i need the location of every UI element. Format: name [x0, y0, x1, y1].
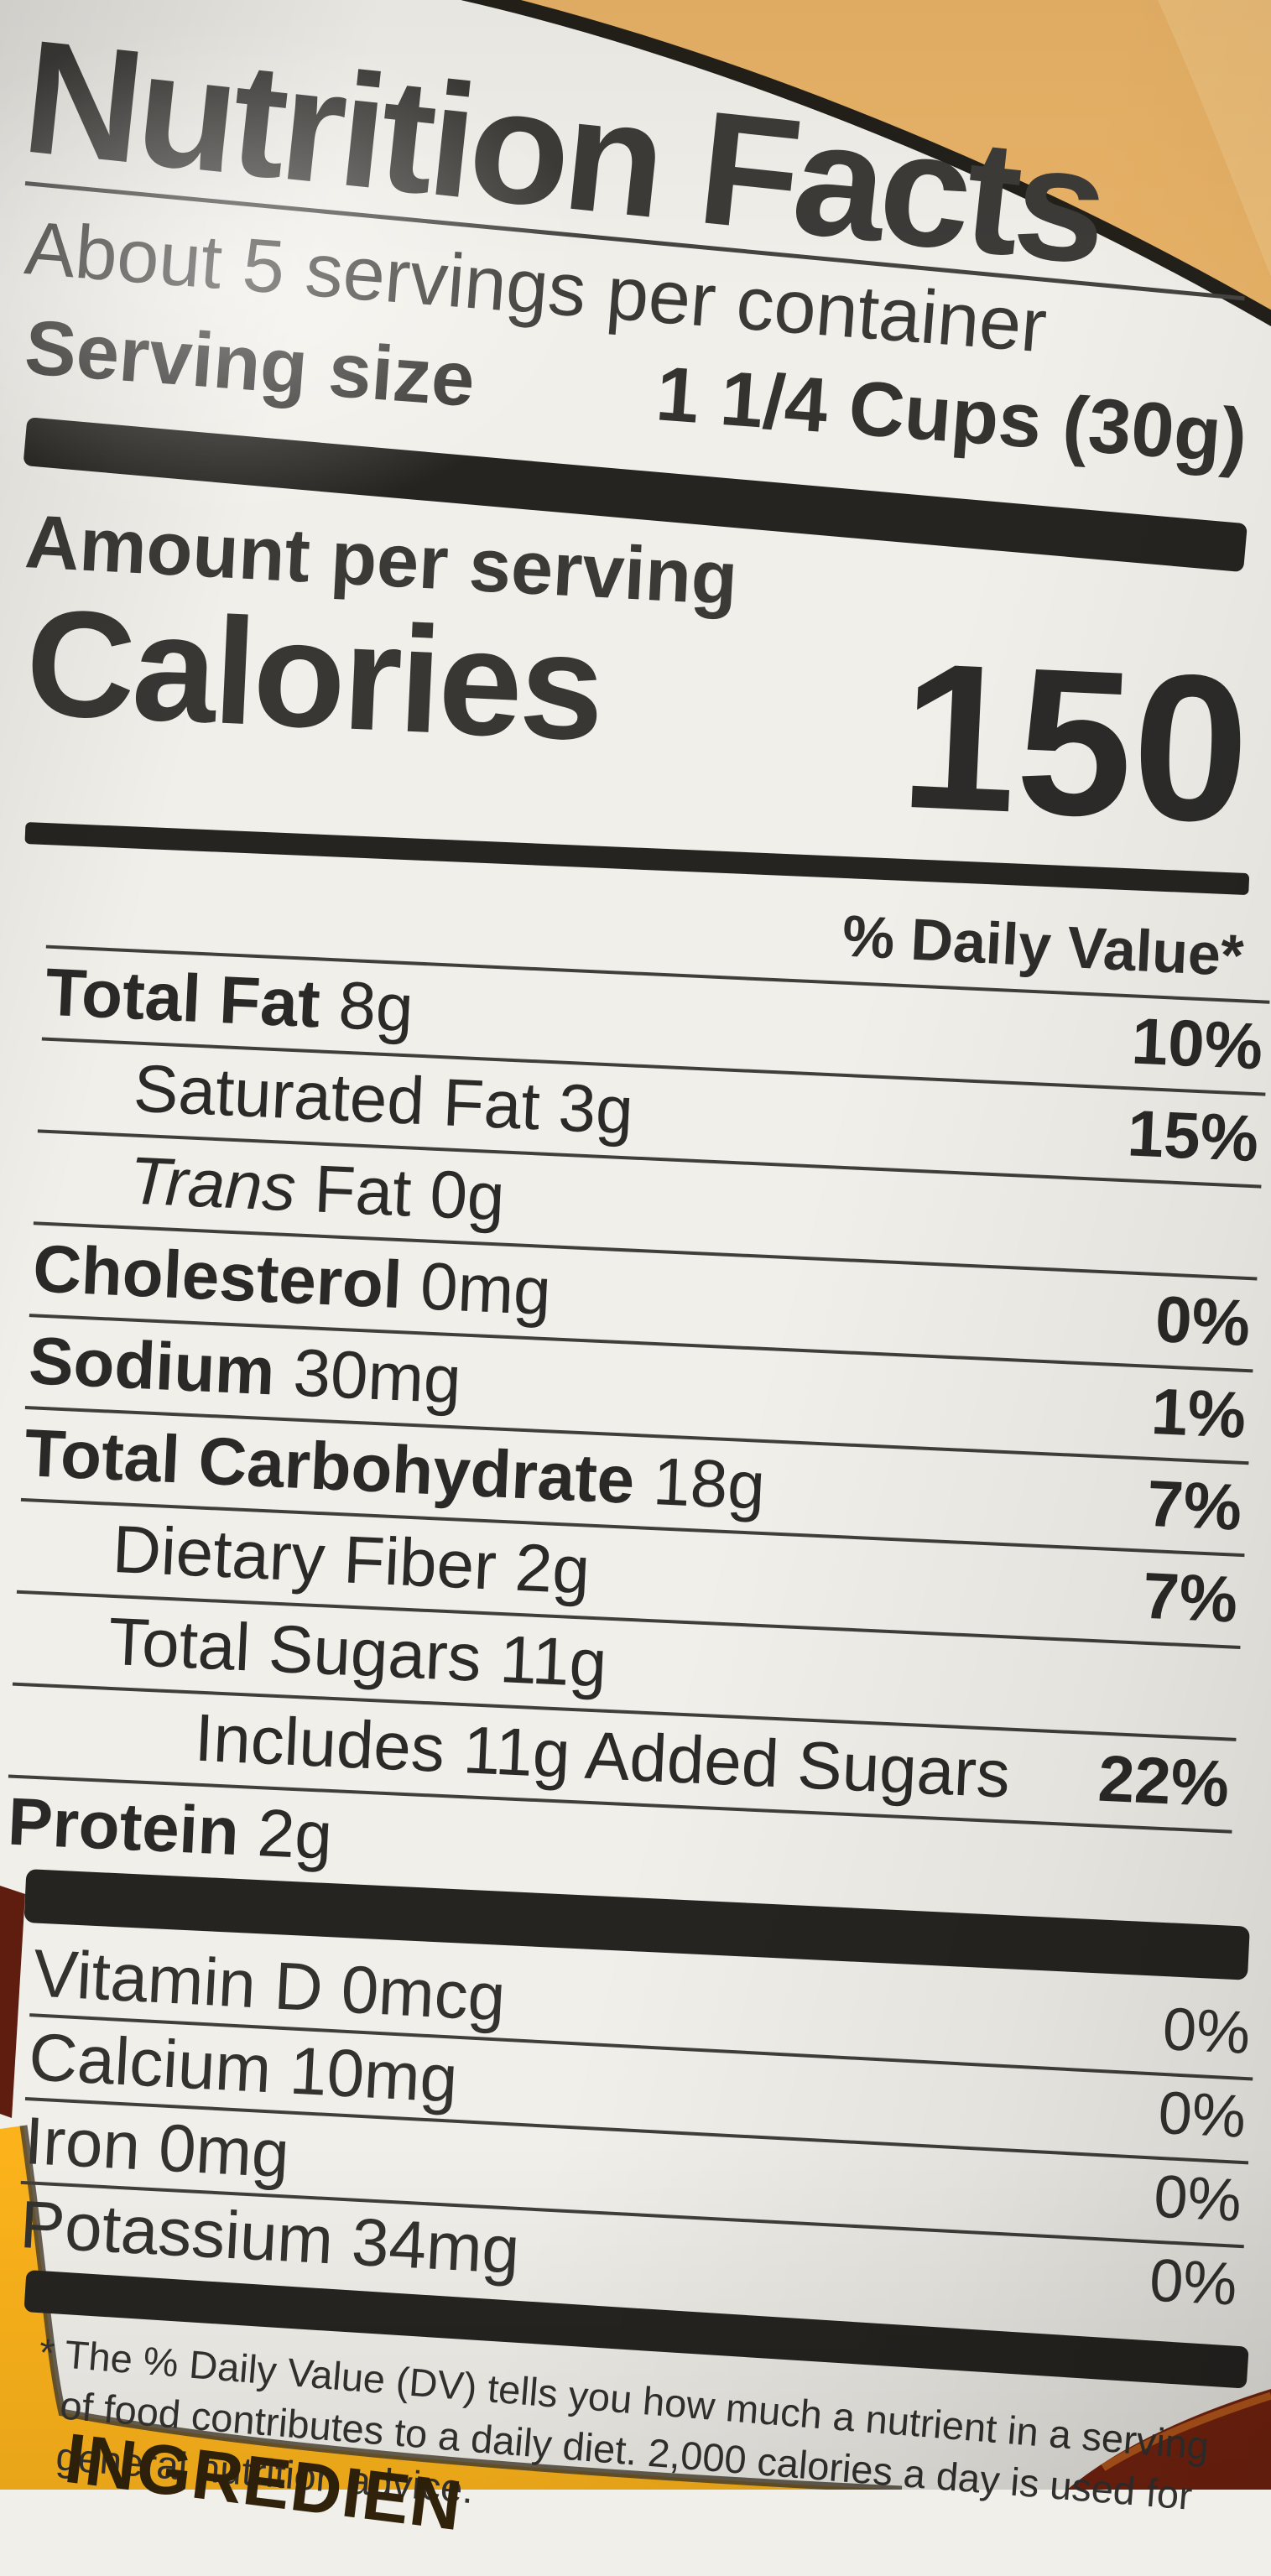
bag-background [0, 0, 1271, 2490]
label-top-edge [461, 0, 1271, 327]
bag-top-orange [470, 0, 1271, 319]
bag-maroon-sliver [0, 1886, 25, 2118]
bag-corner-orange-streak [1101, 2391, 1271, 2471]
label-sheet [0, 0, 1271, 2490]
bag-top-orange-highlight [1158, 0, 1271, 277]
photo-light-sheen [0, 0, 1271, 2490]
bag-bottom-yellow [0, 2126, 898, 2490]
